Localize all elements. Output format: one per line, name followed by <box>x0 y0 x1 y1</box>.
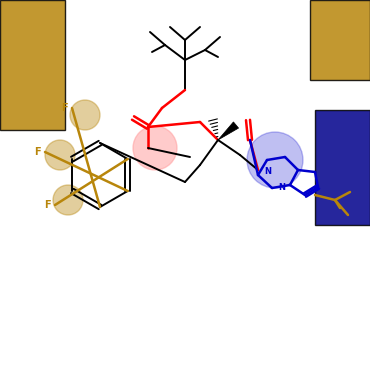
FancyBboxPatch shape <box>310 0 370 80</box>
Text: F: F <box>34 147 40 157</box>
Text: N: N <box>265 168 272 176</box>
Circle shape <box>53 185 83 215</box>
Polygon shape <box>218 122 239 140</box>
Circle shape <box>133 126 177 170</box>
Circle shape <box>70 100 100 130</box>
FancyBboxPatch shape <box>0 0 65 130</box>
Text: F: F <box>44 200 50 210</box>
Text: F: F <box>61 103 67 113</box>
Circle shape <box>247 132 303 188</box>
Circle shape <box>45 140 75 170</box>
FancyBboxPatch shape <box>315 110 370 225</box>
Text: N: N <box>279 182 286 192</box>
